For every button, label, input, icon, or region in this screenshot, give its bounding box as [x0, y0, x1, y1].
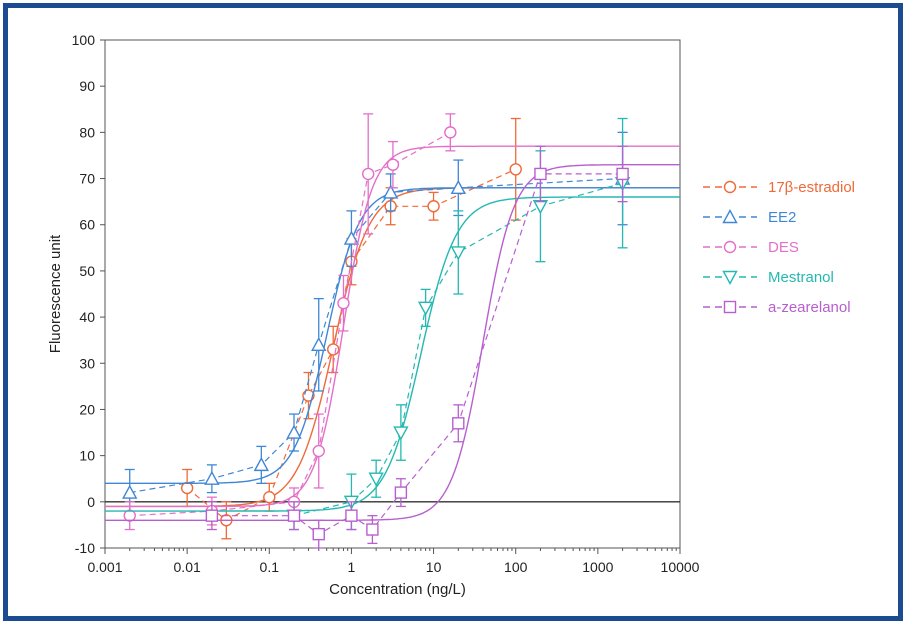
- data-point: [452, 417, 465, 430]
- series-connector: [211, 173, 623, 535]
- data-point: [366, 523, 379, 536]
- x-tick-label: 10000: [661, 559, 700, 575]
- legend-label: a-zearelanol: [768, 299, 851, 316]
- y-tick-label: 10: [79, 448, 95, 464]
- legend-marker: [723, 300, 737, 314]
- data-point: [204, 470, 220, 485]
- data-point: [616, 167, 629, 181]
- data-point: [343, 230, 360, 245]
- legend-marker: [723, 240, 737, 254]
- legend-label: Mestranol: [768, 269, 834, 286]
- series-2: [105, 113, 680, 531]
- data-point: [287, 509, 301, 522]
- series-fit-curve: [105, 196, 680, 512]
- data-point: [427, 200, 440, 213]
- x-tick-label: 10: [426, 559, 442, 575]
- legend-marker: [722, 270, 738, 285]
- x-axis-title: Concentration (ng/L): [329, 581, 466, 598]
- data-point: [534, 167, 547, 181]
- series-4: [105, 145, 680, 549]
- y-tick-label: 60: [79, 217, 95, 233]
- data-point: [337, 297, 350, 310]
- y-tick-label: 100: [72, 32, 96, 48]
- y-tick-label: 90: [79, 78, 95, 94]
- data-point: [450, 246, 466, 261]
- data-point: [122, 484, 138, 499]
- y-tick-label: 70: [79, 171, 95, 187]
- data-point: [394, 486, 408, 499]
- data-point: [393, 426, 409, 441]
- data-point: [312, 444, 325, 458]
- legend-label: DES: [768, 239, 799, 256]
- y-tick-label: 20: [79, 401, 95, 417]
- data-point: [180, 481, 194, 495]
- x-tick-label: 1: [348, 559, 356, 575]
- series-1: [105, 131, 680, 517]
- x-tick-label: 0.01: [174, 559, 201, 575]
- y-tick-label: 80: [79, 124, 95, 140]
- y-tick-label: 30: [79, 355, 95, 371]
- data-point: [450, 179, 466, 194]
- data-point: [123, 509, 136, 522]
- x-tick-label: 1000: [582, 559, 613, 575]
- series-fit-curve: [105, 187, 680, 484]
- data-point: [509, 163, 522, 176]
- y-tick-label: 0: [87, 494, 95, 510]
- data-point: [361, 167, 375, 181]
- data-point: [205, 509, 219, 522]
- legend-marker: [723, 180, 737, 194]
- data-point: [345, 509, 358, 522]
- x-tick-label: 0.001: [87, 559, 122, 575]
- legend: 17β-estradiol EE2 DES Mestranol a-zearelanol: [703, 179, 855, 316]
- data-point: [382, 184, 399, 199]
- data-point: [532, 200, 549, 215]
- series-fit-curve: [105, 145, 680, 508]
- data-point: [311, 336, 327, 351]
- chart-frame: [3, 3, 903, 621]
- x-tick-label: 100: [504, 559, 528, 575]
- legend-marker: [722, 209, 738, 224]
- data-point: [253, 456, 270, 472]
- plot-area: [104, 39, 681, 549]
- data-point: [312, 527, 325, 541]
- y-tick-label: 40: [79, 309, 95, 325]
- data-point: [263, 491, 276, 504]
- data-point: [444, 126, 457, 139]
- x-tick-label: 0.1: [260, 559, 280, 575]
- legend-label: 17β-estradiol: [768, 179, 855, 196]
- data-point: [417, 301, 434, 316]
- y-tick-label: -10: [75, 540, 95, 556]
- data-point: [327, 343, 340, 356]
- series-fit-curve: [105, 164, 680, 521]
- data-point: [386, 158, 400, 171]
- y-axis-title: Fluorescence unit: [47, 234, 64, 353]
- series-connector: [129, 177, 623, 494]
- data-point: [286, 424, 302, 439]
- y-tick-label: 50: [79, 263, 95, 279]
- data-point: [368, 472, 384, 487]
- legend-label: EE2: [768, 209, 796, 226]
